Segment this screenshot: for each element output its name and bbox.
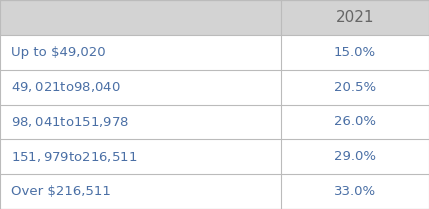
Bar bbox=[0, 174, 429, 209]
Text: 29.0%: 29.0% bbox=[334, 150, 376, 163]
Text: $151,979 to $216,511: $151,979 to $216,511 bbox=[11, 150, 137, 164]
Bar bbox=[0, 70, 429, 104]
Bar bbox=[0, 35, 429, 70]
Bar bbox=[0, 104, 429, 139]
Bar bbox=[0, 0, 429, 35]
Text: $98,041 to $151,978: $98,041 to $151,978 bbox=[11, 115, 129, 129]
Bar bbox=[0, 139, 429, 174]
Text: 26.0%: 26.0% bbox=[334, 115, 376, 128]
Text: $49,021 to $98,040: $49,021 to $98,040 bbox=[11, 80, 121, 94]
Text: Up to $49,020: Up to $49,020 bbox=[11, 46, 106, 59]
Text: Over $216,511: Over $216,511 bbox=[11, 185, 111, 198]
Text: 2021: 2021 bbox=[336, 10, 374, 25]
Text: 33.0%: 33.0% bbox=[334, 185, 376, 198]
Text: 20.5%: 20.5% bbox=[334, 81, 376, 94]
Text: 15.0%: 15.0% bbox=[334, 46, 376, 59]
